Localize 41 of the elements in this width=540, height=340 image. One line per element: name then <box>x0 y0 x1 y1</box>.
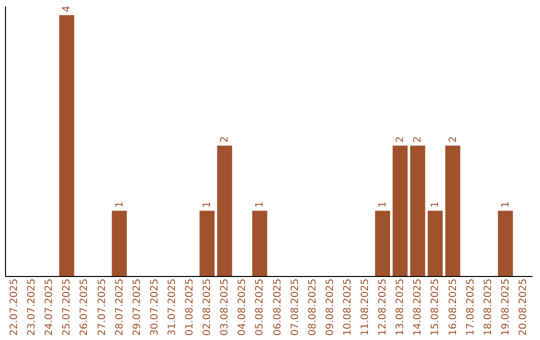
x-tick-label: 06.08.2025 <box>272 278 284 336</box>
x-tick-label: 16.08.2025 <box>448 278 459 336</box>
x-tick-label: 02.08.2025 <box>202 278 214 336</box>
x-tick-label: 03.08.2025 <box>220 278 231 336</box>
x-tick-label: 19.08.2025 <box>500 278 512 336</box>
data-label: 1 <box>254 201 266 208</box>
x-tick-label: 01.08.2025 <box>184 278 196 336</box>
x-tick-label: 05.08.2025 <box>254 278 266 336</box>
x-tick-label: 24.07.2025 <box>44 278 56 336</box>
data-label: 1 <box>114 201 126 208</box>
x-tick-label: 30.07.2025 <box>149 278 160 336</box>
x-tick-label: 10.08.2025 <box>342 278 354 336</box>
x-tick-label: 12.08.2025 <box>378 278 389 336</box>
data-label: 1 <box>500 201 512 208</box>
x-tick-label: 20.08.2025 <box>518 278 529 336</box>
x-tick-label: 08.08.2025 <box>307 278 318 336</box>
data-label: 2 <box>412 136 424 143</box>
data-label: 4 <box>62 6 73 12</box>
x-tick-label: 27.07.2025 <box>96 278 108 336</box>
x-tick-label: 09.08.2025 <box>324 278 336 336</box>
x-tick-label: 28.07.2025 <box>114 278 126 336</box>
x-tick-label: 04.08.2025 <box>237 278 248 336</box>
x-tick-label: 26.07.2025 <box>79 278 90 336</box>
x-tick-label: 15.08.2025 <box>430 278 442 336</box>
x-tick-label: 07.08.2025 <box>290 278 301 336</box>
data-label: 2 <box>220 136 231 143</box>
x-tick-label: 17.08.2025 <box>465 278 476 336</box>
x-tick-label: 25.07.2025 <box>62 278 73 336</box>
x-tick-label: 29.07.2025 <box>132 278 143 336</box>
data-label: 1 <box>430 201 442 208</box>
data-label: 1 <box>378 201 389 208</box>
x-tick-label: 23.07.2025 <box>26 278 38 336</box>
x-tick-label: 18.08.2025 <box>482 278 494 336</box>
x-tick-label: 13.08.2025 <box>395 278 406 336</box>
data-label: 2 <box>395 136 406 143</box>
data-label: 2 <box>448 136 459 143</box>
x-tick-label: 14.08.2025 <box>412 278 424 336</box>
x-tick-label: 22.07.2025 <box>9 278 20 336</box>
x-tick-label: 11.08.2025 <box>360 278 372 336</box>
x-tick-label: 31.07.2025 <box>166 278 178 336</box>
data-label: 1 <box>202 201 214 208</box>
